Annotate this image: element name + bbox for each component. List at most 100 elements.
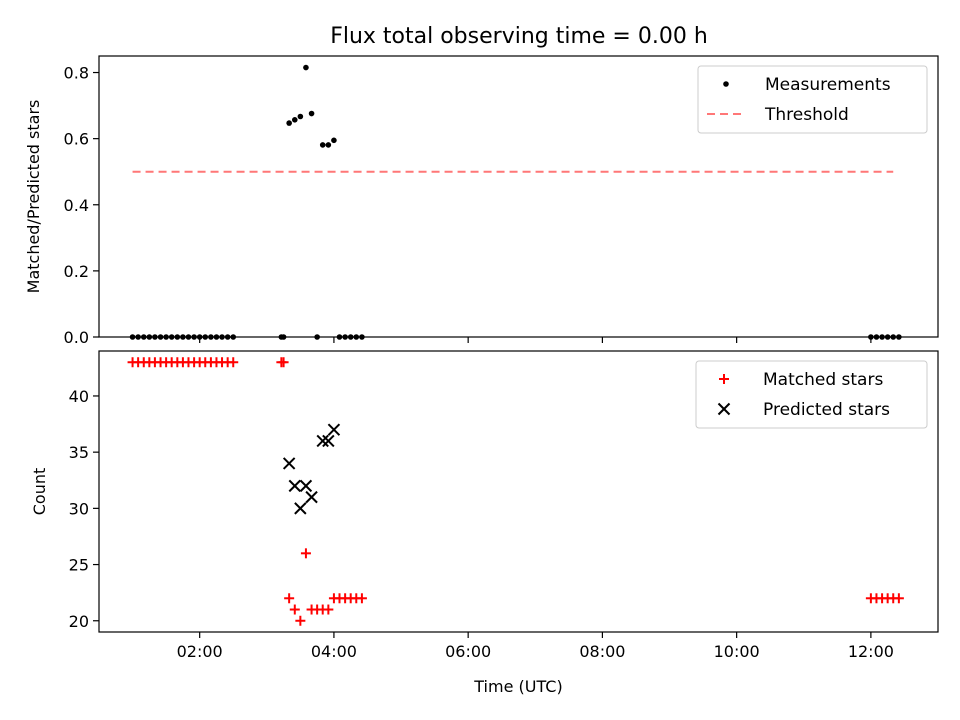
measurement-point [230, 334, 237, 340]
x-d2 [322, 434, 335, 448]
measurement-point [890, 334, 897, 340]
x-d2 [299, 479, 313, 493]
matched-star-marker [300, 548, 311, 559]
x-d2 [717, 402, 731, 416]
bottom-panel: 20 25 30 35 40 02:00 04:00 06:00 08:00 10:00 12:00… [30, 350, 939, 696]
measurement-point [314, 334, 320, 340]
measurement-point [291, 117, 298, 123]
measurement-point [331, 137, 337, 144]
matched-star-marker [228, 357, 239, 368]
predicted-star-marker [322, 434, 335, 448]
x-axis-label: Time (UTC) [473, 677, 562, 696]
predicted-star-marker [305, 490, 318, 504]
predicted-star-marker [288, 479, 301, 493]
y-tick-label: 0.6 [64, 130, 89, 149]
measurement-point [325, 142, 332, 148]
x-tick-label: 10:00 [714, 642, 760, 661]
measurement-point [353, 334, 360, 340]
measurement-point [208, 334, 214, 340]
measurement-point [868, 334, 874, 340]
x-d2 [327, 423, 341, 436]
y-tick-label: 0.2 [64, 262, 89, 281]
measurement-point [342, 334, 348, 340]
legend-label: Matched stars [763, 370, 883, 390]
measurement-point [297, 113, 304, 120]
matched-star-marker [323, 604, 334, 615]
predicted-star-marker [316, 434, 329, 448]
predicted-star-marker [327, 423, 341, 436]
measurement-point [185, 334, 192, 340]
matched-star-marker [278, 357, 289, 368]
top-panel: 0.0 0.2 0.4 0.6 0.8 Matched/Predicted stars Me… [24, 55, 939, 347]
x-tick-label: 04:00 [311, 642, 357, 661]
measurement-point [163, 334, 169, 340]
measurement-point [286, 120, 292, 126]
x-tick-label: 08:00 [579, 642, 625, 661]
x-tick-label: 02:00 [177, 642, 223, 661]
predicted-star-marker [294, 502, 307, 515]
y-tick-label: 20 [69, 612, 89, 631]
legend: Measurements Threshold [697, 65, 928, 134]
y-tick-label: 35 [69, 443, 89, 462]
x-tick-label: 06:00 [445, 642, 491, 661]
y-tick-label: 30 [69, 499, 89, 518]
measurement-point [879, 334, 885, 340]
measurement-point [168, 334, 175, 340]
measurement-point [129, 334, 136, 340]
legend-predicted-swatch [717, 402, 731, 416]
measurement-point [202, 334, 209, 340]
legend-label: Predicted stars [763, 400, 890, 420]
matched-star-marker [356, 593, 367, 604]
y-axis-label: Matched/Predicted stars [24, 100, 43, 294]
measurement-point [873, 334, 880, 340]
y-tick-label: 0.8 [64, 64, 89, 83]
matched-star-marker [295, 615, 306, 626]
legend-measurement-swatch [723, 81, 729, 87]
measurement-point [347, 334, 354, 340]
measurement-point [174, 334, 181, 340]
measurement-point [308, 110, 315, 117]
x-tick-label: 12:00 [848, 642, 894, 661]
measurement-point [152, 334, 158, 340]
legend-label: Threshold [764, 105, 849, 125]
measurement-point [213, 334, 220, 340]
legend: Matched stars Predicted stars [695, 360, 928, 429]
measurement-point [196, 334, 203, 340]
x-d2 [305, 490, 318, 504]
measurement-point [157, 334, 164, 340]
matched-star-marker [289, 604, 300, 615]
x-d2 [282, 457, 296, 470]
measurement-point [180, 334, 186, 340]
y-axis-label: Count [30, 468, 49, 516]
axes-frame [98, 350, 939, 633]
matched-star-marker [284, 593, 295, 604]
measurement-point [319, 142, 326, 148]
legend-box [695, 360, 928, 429]
x-d2 [288, 479, 301, 493]
measurement-point [191, 334, 197, 340]
measurement-point [884, 334, 891, 340]
measurement-point [896, 334, 902, 340]
measurement-point [135, 334, 141, 340]
chart-title: Flux total observing time = 0.00 h [330, 24, 708, 49]
measurement-point [303, 64, 309, 71]
matched-star-marker [893, 593, 904, 604]
x-d2 [316, 434, 329, 448]
axes-frame [98, 55, 939, 338]
predicted-star-marker [299, 479, 313, 493]
measurement-point [224, 334, 231, 340]
legend-box [697, 65, 928, 134]
legend-matched-swatch [719, 374, 729, 384]
measurement-point [280, 334, 287, 340]
y-tick-label: 0.4 [64, 196, 89, 215]
y-tick-label: 25 [69, 556, 89, 575]
y-tick-label: 0.0 [64, 328, 89, 347]
x-d2 [294, 502, 307, 515]
legend-label: Measurements [765, 75, 891, 95]
predicted-star-marker [282, 457, 296, 470]
measurement-point [219, 334, 225, 340]
measurement-point [146, 334, 153, 340]
measurement-point [140, 334, 147, 340]
measurement-point [359, 334, 365, 340]
